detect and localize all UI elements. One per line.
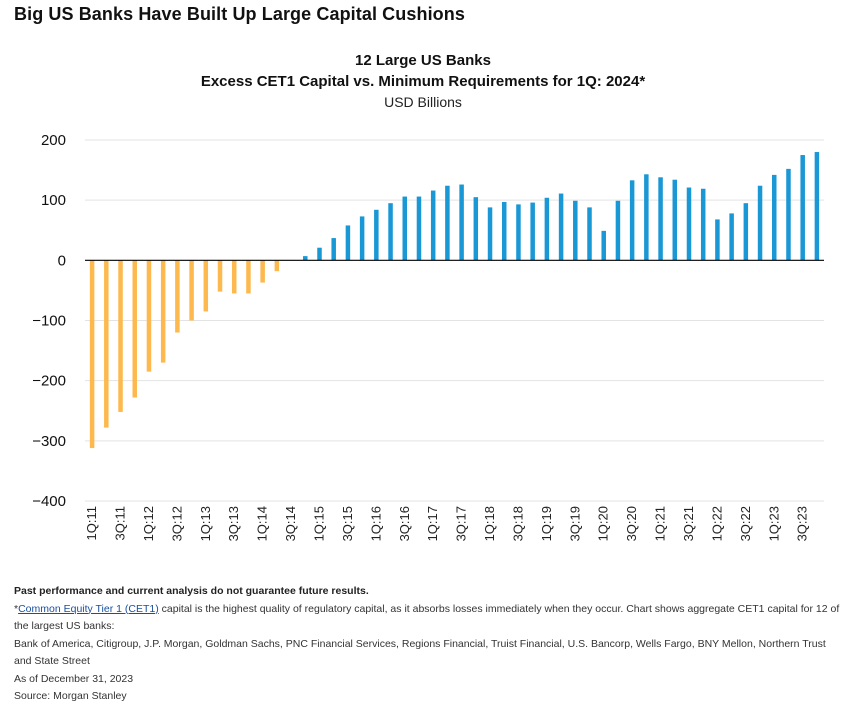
x-tick-label: 3Q:21 xyxy=(681,506,696,541)
x-tick-label: 1Q:20 xyxy=(596,506,611,541)
bar xyxy=(317,247,322,261)
bar xyxy=(615,200,621,261)
bar xyxy=(231,260,237,294)
x-tick-label: 3Q:20 xyxy=(624,506,639,541)
bar xyxy=(473,197,479,261)
note-text: capital is the highest quality of regula… xyxy=(14,602,840,633)
bar xyxy=(501,201,507,261)
bar xyxy=(629,180,635,261)
x-tick-label: 3Q:12 xyxy=(169,506,184,541)
x-tick-label: 1Q:14 xyxy=(255,506,270,541)
y-tick-label: −300 xyxy=(32,433,66,450)
bar xyxy=(274,260,280,272)
bar xyxy=(530,202,535,261)
bar xyxy=(544,197,550,261)
bar xyxy=(700,188,706,261)
bar xyxy=(89,260,95,449)
cet1-link[interactable]: Common Equity Tier 1 (CET1) xyxy=(18,602,159,615)
bar xyxy=(118,260,123,412)
x-tick-label: 1Q:21 xyxy=(653,506,668,541)
bar xyxy=(715,219,720,261)
bar xyxy=(800,155,805,261)
y-tick-label: −400 xyxy=(32,493,66,510)
x-tick-label: 1Q:11 xyxy=(84,506,99,540)
x-tick-label: 1Q:22 xyxy=(709,506,724,541)
bar xyxy=(814,152,820,261)
bar xyxy=(772,174,777,261)
bar xyxy=(430,190,436,261)
y-tick-label: 200 xyxy=(41,132,66,149)
bar xyxy=(260,260,265,283)
bar xyxy=(644,174,649,261)
x-tick-label: 1Q:23 xyxy=(766,506,781,541)
y-tick-label: 100 xyxy=(41,192,66,209)
bar xyxy=(388,203,393,261)
bar xyxy=(587,207,592,261)
page-headline: Big US Banks Have Built Up Large Capital… xyxy=(14,4,465,24)
bar xyxy=(601,230,606,261)
x-tick-label: 3Q:19 xyxy=(567,506,582,541)
bar xyxy=(686,187,692,261)
bar xyxy=(189,260,194,321)
x-tick-label: 3Q:13 xyxy=(226,506,241,541)
bar xyxy=(217,260,223,292)
bar xyxy=(160,260,166,363)
x-tick-label: 1Q:13 xyxy=(198,506,213,541)
bank-list: Bank of America, Citigroup, J.P. Morgan,… xyxy=(14,637,826,668)
cet1-note: *Common Equity Tier 1 (CET1) capital is … xyxy=(14,601,840,636)
x-tick-label: 1Q:19 xyxy=(539,506,554,541)
bar xyxy=(303,256,308,261)
x-tick-label: 1Q:18 xyxy=(482,506,497,541)
bar xyxy=(516,204,521,261)
bar xyxy=(402,196,408,261)
x-tick-label: 3Q:14 xyxy=(283,506,298,541)
bar xyxy=(658,177,663,261)
bar xyxy=(729,213,734,261)
bar xyxy=(203,260,209,312)
x-tick-label: 1Q:15 xyxy=(311,506,326,541)
bar xyxy=(416,196,422,261)
bar xyxy=(743,203,749,261)
x-tick-label: 3Q:18 xyxy=(510,506,525,541)
x-tick-label: 1Q:16 xyxy=(368,506,383,541)
bar xyxy=(374,209,379,261)
chart-units: USD Billions xyxy=(384,94,462,110)
chart-title-line2: Excess CET1 Capital vs. Minimum Requirem… xyxy=(200,73,646,90)
bar xyxy=(146,260,152,372)
x-tick-label: 3Q:15 xyxy=(340,506,355,541)
bar xyxy=(132,260,137,398)
bar xyxy=(359,216,365,261)
x-tick-label: 3Q:16 xyxy=(397,506,412,541)
bar xyxy=(558,193,564,261)
source: Source: Morgan Stanley xyxy=(14,690,127,702)
bar xyxy=(175,260,180,333)
bar xyxy=(345,225,351,261)
y-tick-label: −200 xyxy=(32,373,66,390)
bar xyxy=(331,238,336,261)
bar xyxy=(672,179,678,261)
y-tick-label: −100 xyxy=(32,313,66,330)
y-tick-label: 0 xyxy=(58,252,66,269)
x-tick-label: 1Q:17 xyxy=(425,506,440,541)
x-tick-label: 1Q:12 xyxy=(141,506,156,541)
disclaimer: Past performance and current analysis do… xyxy=(14,585,369,597)
as-of-date: As of December 31, 2023 xyxy=(14,672,134,685)
bar xyxy=(246,260,251,294)
footnotes: Past performance and current analysis do… xyxy=(14,583,840,706)
chart-title-line1: 12 Large US Banks xyxy=(355,52,491,69)
bar xyxy=(445,185,450,261)
bar xyxy=(104,260,109,428)
bar xyxy=(487,207,493,261)
bar xyxy=(757,185,763,261)
x-tick-label: 3Q:22 xyxy=(738,506,753,541)
x-tick-label: 3Q:23 xyxy=(795,506,810,541)
bar-chart: 200 100 0 −100 −200 −300 −400 1Q:11 3Q:11 1Q:12 3Q… xyxy=(32,132,824,541)
x-tick-label: 3Q:17 xyxy=(454,506,469,541)
bar xyxy=(573,200,578,261)
bar xyxy=(786,168,791,261)
bar xyxy=(459,184,464,261)
x-tick-label: 3Q:11 xyxy=(113,506,128,540)
chart-title: 12 Large US Banks Excess CET1 Capital vs… xyxy=(0,50,846,113)
note-marker: * xyxy=(14,602,19,615)
